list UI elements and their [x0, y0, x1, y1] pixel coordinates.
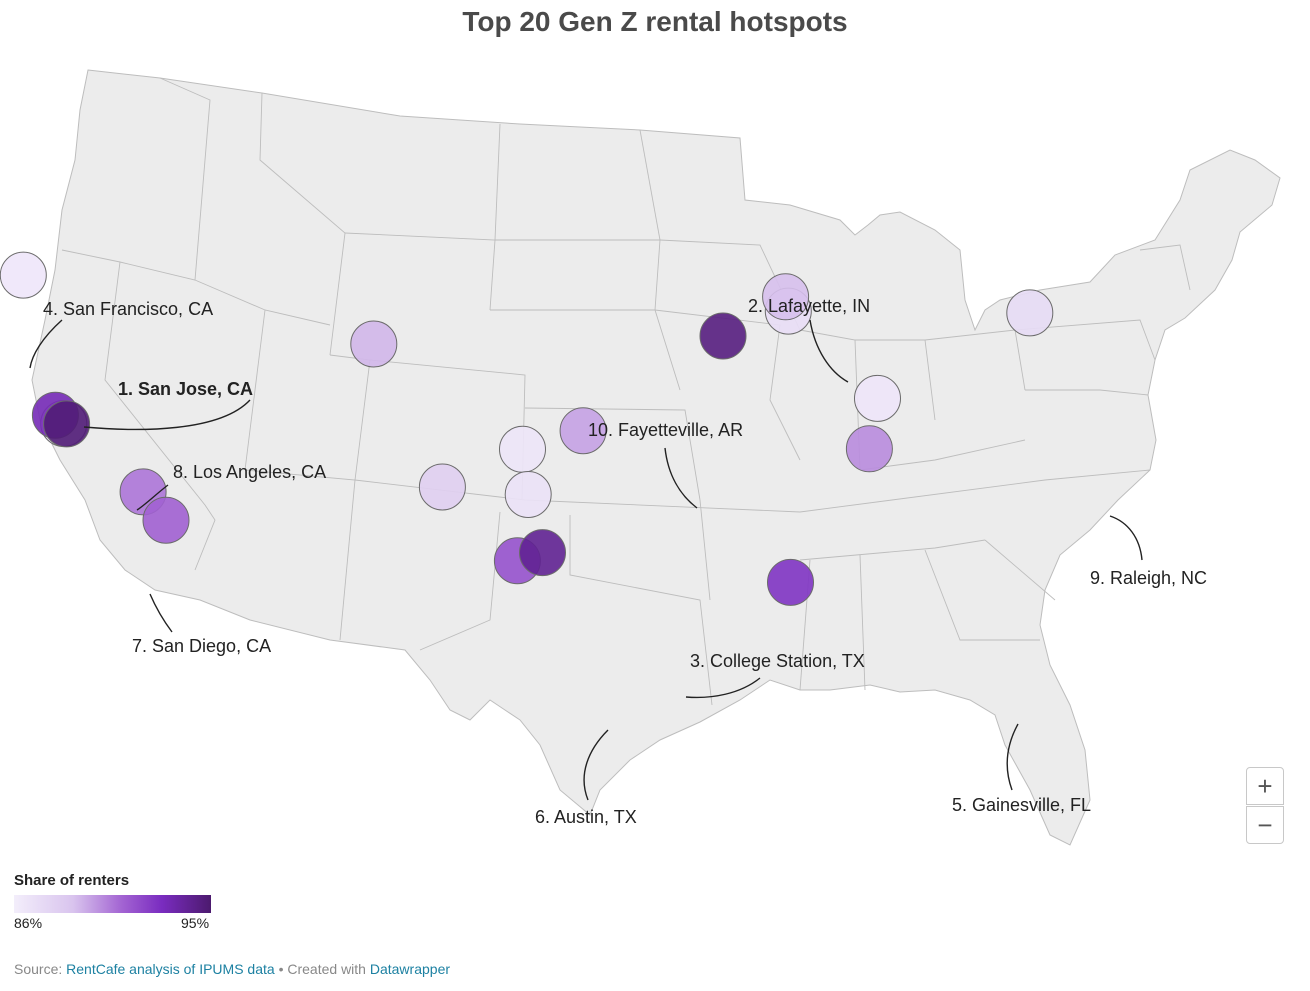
arrow-austin [583, 729, 609, 801]
city-marker-7[interactable] [142, 496, 190, 544]
arrow-college-station [685, 677, 761, 699]
source-footer: Source: RentCafe analysis of IPUMS data … [14, 961, 450, 977]
arrow-san-jose [83, 399, 251, 431]
source-prefix: Source: [14, 961, 67, 977]
label-austin: 6. Austin, TX [535, 807, 637, 827]
label-san-diego: 7. San Diego, CA [132, 636, 271, 656]
map-title: Top 20 Gen Z rental hotspots [462, 6, 848, 37]
arrow-fayetteville [664, 447, 698, 509]
city-marker-3[interactable] [519, 529, 566, 577]
city-marker-13[interactable] [350, 320, 398, 368]
source-link[interactable]: RentCafe analysis of IPUMS data [66, 961, 275, 977]
label-fayetteville: 10. Fayetteville, AR [588, 420, 743, 440]
legend-title: Share of renters [14, 872, 130, 889]
arrow-san-diego [149, 593, 173, 633]
label-san-jose: 1. San Jose, CA [118, 379, 253, 399]
footer-separator: • Created with [274, 961, 370, 977]
legend-color-scale [14, 895, 211, 913]
city-marker-2[interactable] [699, 312, 747, 360]
arrow-raleigh [1109, 515, 1143, 561]
label-san-francisco: 4. San Francisco, CA [43, 299, 213, 319]
arrow-gainesville [1006, 723, 1019, 791]
city-marker-10[interactable] [559, 407, 607, 455]
city-marker-20[interactable] [504, 471, 552, 518]
label-college-station: 3. College Station, TX [690, 651, 865, 671]
city-marker-5[interactable] [767, 558, 814, 606]
zoom-out-button[interactable]: − [1246, 806, 1284, 844]
city-markers [0, 251, 1054, 606]
us-land [31, 69, 1281, 846]
city-marker-14[interactable] [762, 273, 810, 321]
label-los-angeles: 8. Los Angeles, CA [173, 462, 326, 482]
annotations: 1. San Jose, CA 2. Lafayette, IN 3. Coll… [29, 296, 1207, 827]
arrow-los-angeles [136, 484, 169, 511]
label-lafayette: 2. Lafayette, IN [748, 296, 870, 316]
city-marker-18[interactable] [499, 425, 546, 473]
city-marker-19[interactable] [418, 463, 466, 511]
arrow-lafayette [809, 319, 849, 383]
label-raleigh: 9. Raleigh, NC [1090, 568, 1207, 588]
datawrapper-link[interactable]: Datawrapper [369, 961, 451, 977]
city-marker-12[interactable] [0, 251, 47, 299]
city-marker-16[interactable] [854, 374, 901, 422]
label-gainesville: 5. Gainesville, FL [952, 795, 1091, 815]
zoom-in-button[interactable]: + [1246, 767, 1284, 805]
city-marker-1[interactable] [43, 400, 91, 448]
arrow-san-francisco [29, 319, 63, 369]
legend-min-label: 86% [14, 915, 43, 931]
state-borders [61, 77, 1191, 706]
legend-max-label: 95% [181, 915, 210, 931]
city-marker-17[interactable] [1006, 289, 1054, 337]
city-marker-9[interactable] [845, 425, 893, 473]
